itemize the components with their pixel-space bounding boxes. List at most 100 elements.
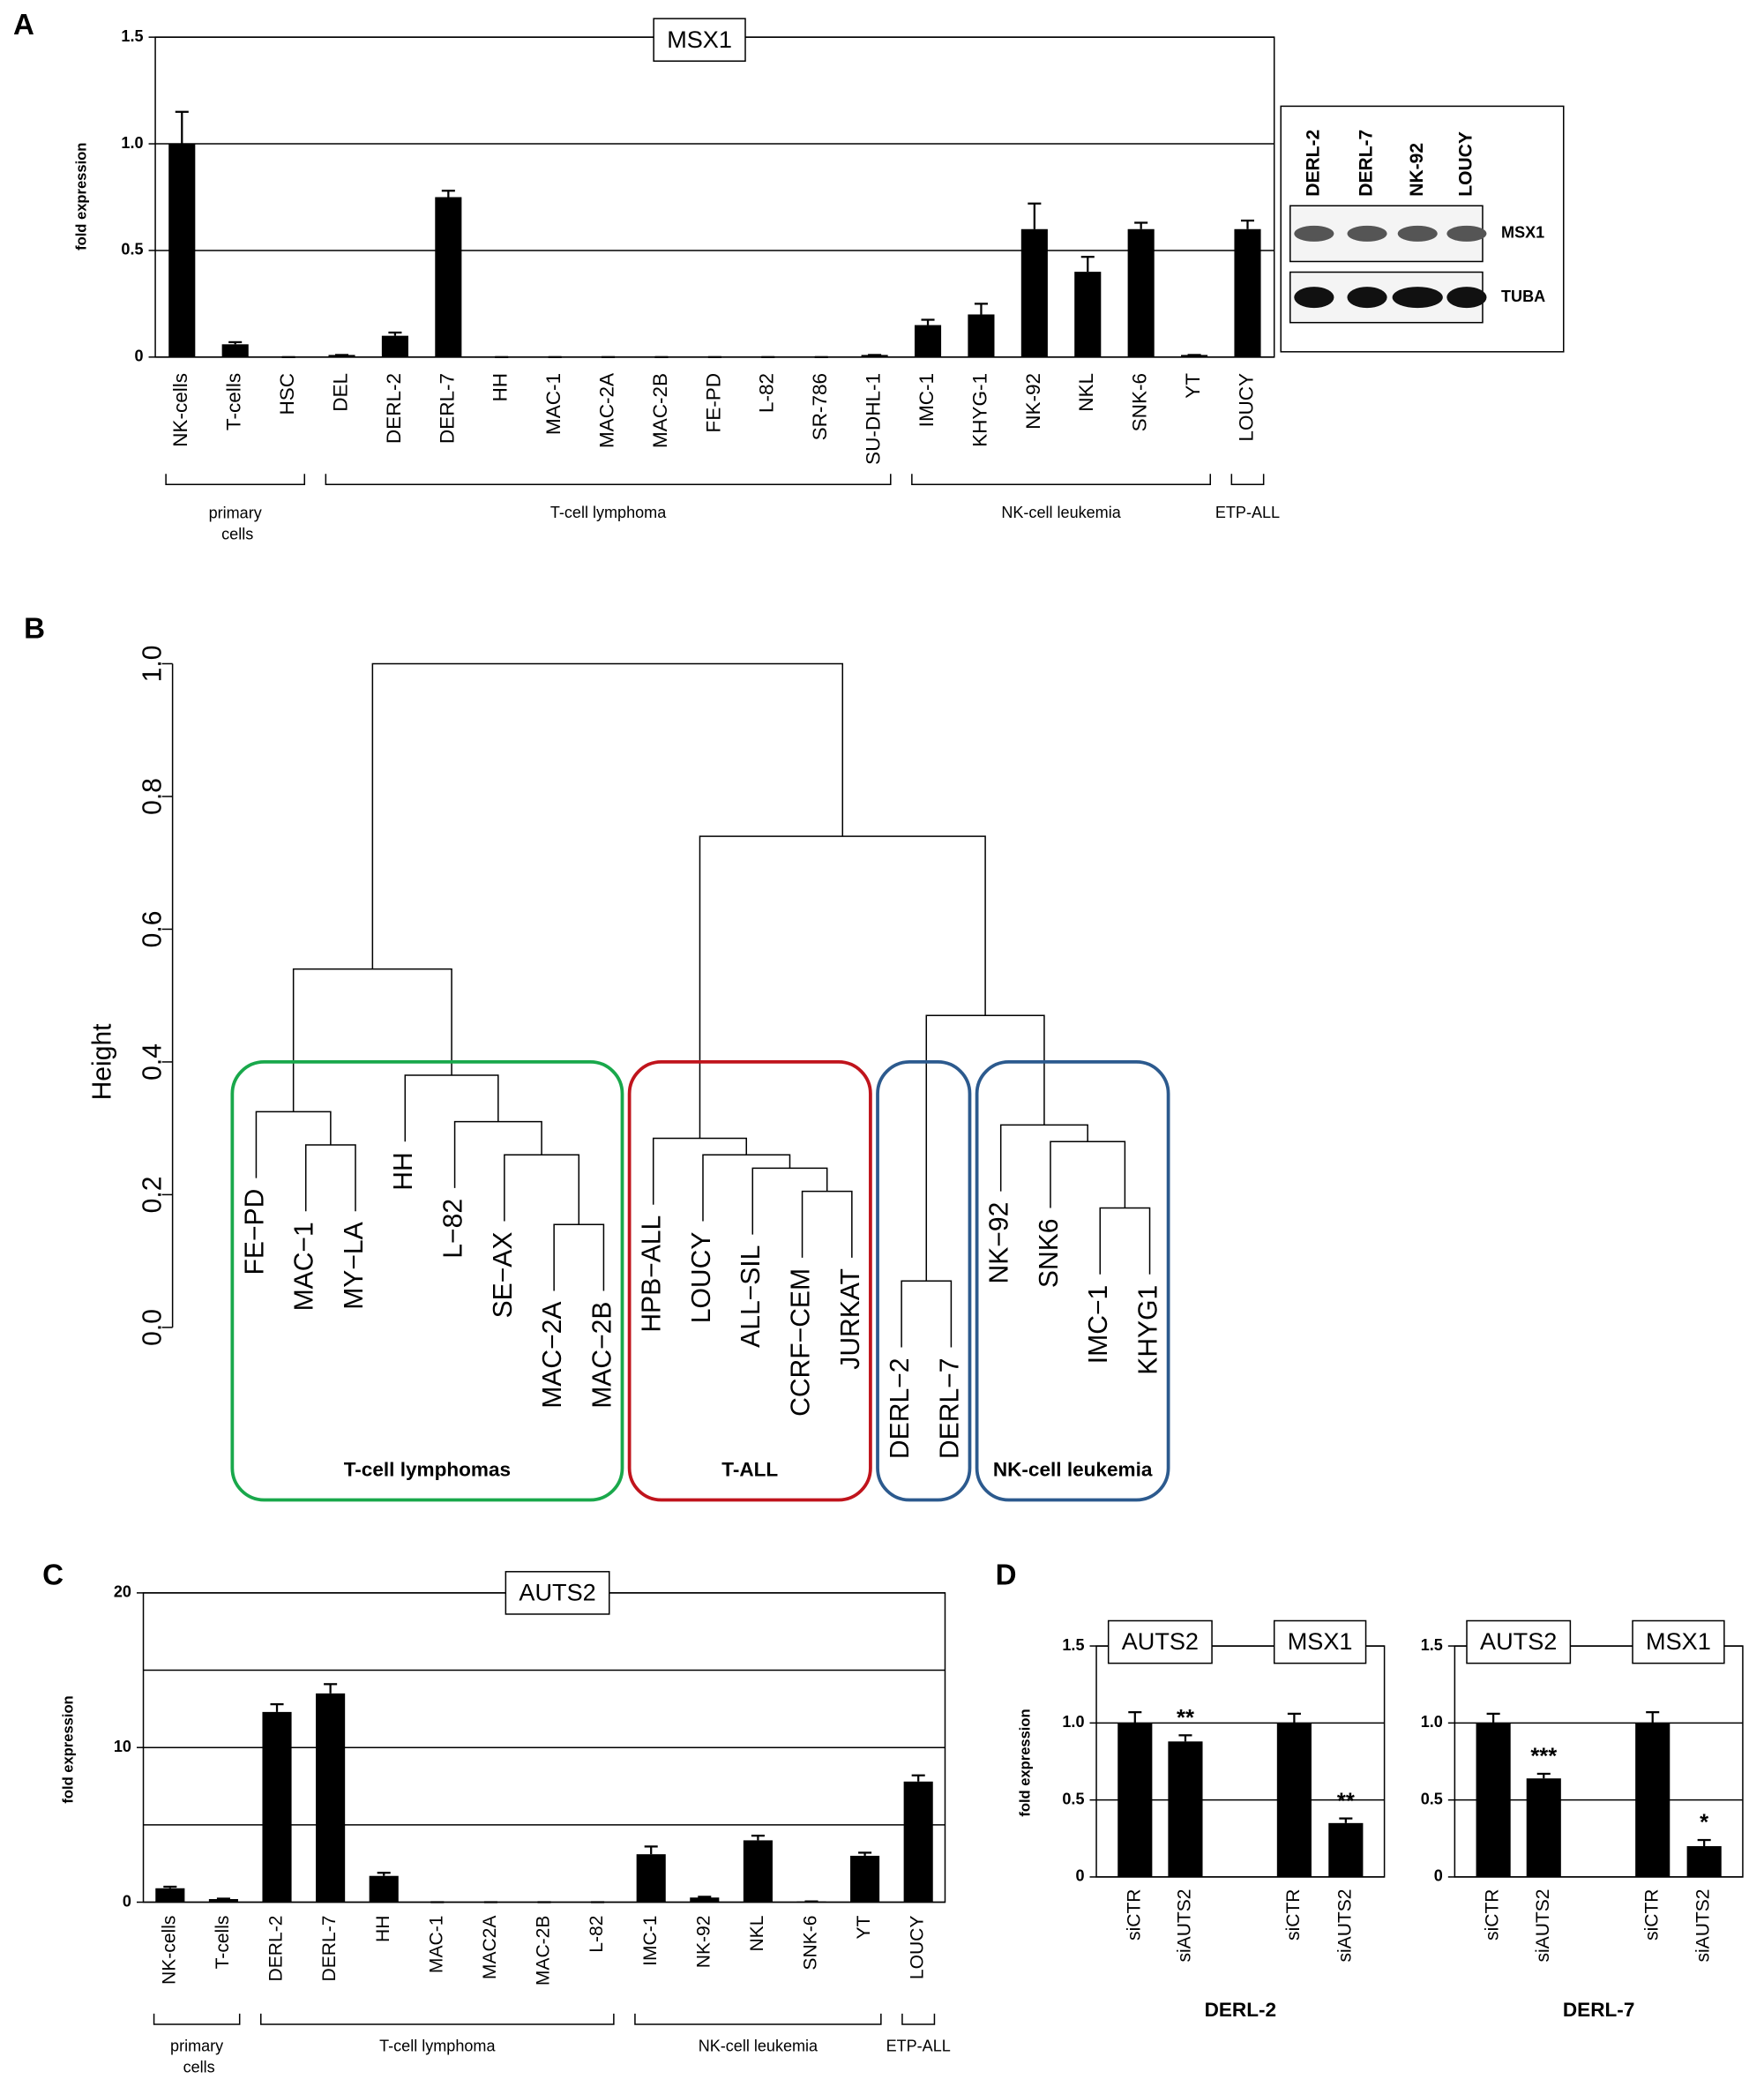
group-box (627, 1060, 872, 1502)
leaf-label: LOUCY (687, 1232, 716, 1324)
dendrogram-link (1099, 1207, 1151, 1275)
x-tick-label: siAUTS2 (1334, 1888, 1355, 1962)
x-tick-label: MAC-2A (596, 373, 618, 448)
dendrogram-link (553, 1223, 605, 1291)
x-tick-label: T-cells (213, 1916, 233, 1970)
dendrogram-link (292, 968, 452, 1112)
bar (1020, 228, 1048, 357)
blot-row-label: MSX1 (1501, 224, 1544, 242)
x-tick-label: NKL (747, 1916, 767, 1952)
leaf-label: MY−LA (340, 1222, 369, 1309)
group-label: primary cells (170, 2037, 223, 2075)
dendrogram-link (304, 1144, 356, 1212)
group-label: primary cells (209, 504, 262, 542)
bar (850, 1855, 880, 1903)
group-bracket (901, 2013, 936, 2025)
x-tick-label: siCTR (1483, 1888, 1503, 1940)
title-box (505, 1571, 610, 1615)
dendrogram-link (801, 1190, 853, 1258)
x-tick-label: KHYG-1 (968, 373, 990, 447)
x-tick-label: YT (1182, 373, 1204, 399)
x-tick-label: NK-cells (169, 373, 191, 447)
panel-label: C (42, 1559, 64, 1592)
x-tick-label: NKL (1075, 373, 1097, 412)
y-tick-label: 1.0 (1062, 1713, 1084, 1731)
bar (369, 1875, 399, 1903)
group-label: T-cell lymphoma (379, 2037, 496, 2054)
bar (636, 1854, 666, 1903)
group-box (876, 1060, 972, 1502)
x-tick-label: HH (373, 1916, 393, 1942)
blot-band (1446, 287, 1487, 309)
leaf-label: MAC−2A (538, 1302, 567, 1409)
bar (914, 325, 942, 357)
y-tick-label: 10 (114, 1738, 131, 1755)
y-tick-label: 1.0 (121, 134, 143, 152)
blot-band (1294, 287, 1334, 309)
bar (435, 197, 462, 357)
y-tick-label: 1.5 (121, 27, 143, 45)
x-tick-label: SNK-6 (801, 1916, 821, 1971)
dendrogram-link (504, 1154, 580, 1225)
leaf-label: MAC−2B (587, 1302, 617, 1409)
lane-label: DERL-2 (1303, 130, 1323, 197)
y-tick-label: 0 (134, 348, 143, 365)
leaf-label: NK−92 (985, 1202, 1014, 1284)
x-axis-label: DERL-2 (1205, 1999, 1276, 2021)
x-tick-label: NK-92 (693, 1916, 714, 1969)
group-label: T-cell lymphoma (550, 504, 667, 521)
bar (1686, 1846, 1722, 1877)
group-label: T-cell lymphomas (344, 1458, 511, 1480)
bar (1168, 1741, 1203, 1877)
x-tick-label: T-cells (223, 373, 245, 430)
bar (968, 314, 995, 357)
x-tick-label: siAUTS2 (1175, 1888, 1195, 1962)
y-tick-label: 0.5 (1421, 1790, 1443, 1807)
bar (208, 1899, 238, 1903)
y-tick-label: 1.0 (138, 646, 168, 683)
group-bracket (260, 2013, 615, 2025)
plot-frame (154, 36, 1275, 358)
x-tick-label: HSC (276, 373, 298, 415)
dendrogram-link (699, 835, 986, 1139)
bar (796, 1901, 826, 1903)
bar (1181, 355, 1208, 357)
group-box (975, 1060, 1170, 1502)
leaf-label: HPB−ALL (638, 1215, 667, 1333)
chart-title: AUTS2 (1122, 1627, 1199, 1655)
bar (690, 1897, 720, 1903)
blot-band (1446, 225, 1487, 242)
y-tick-label: 1.5 (1062, 1636, 1084, 1654)
bar (903, 1781, 933, 1903)
group-bracket (634, 2013, 882, 2025)
leaf-label: ALL−SIL (736, 1245, 766, 1348)
y-axis-label: fold expression (1017, 1709, 1034, 1816)
blot-band (1397, 225, 1438, 242)
dendrogram-link (371, 662, 844, 969)
x-tick-label: MAC-1 (542, 373, 564, 435)
x-tick-label: DERL-7 (319, 1916, 340, 1982)
blot-band (1392, 287, 1443, 309)
x-tick-label: DERL-7 (436, 373, 458, 444)
x-tick-label: LOUCY (908, 1916, 928, 1980)
bar (1127, 228, 1155, 357)
x-tick-label: SNK-6 (1129, 373, 1151, 431)
y-tick-label: 1.0 (1421, 1713, 1443, 1731)
y-tick-label: 0.5 (121, 241, 143, 258)
group-box (230, 1060, 624, 1502)
bar (155, 1888, 185, 1903)
x-tick-label: MAC2A (480, 1916, 500, 1980)
dendrogram-link (702, 1154, 791, 1222)
x-tick-label: L-82 (756, 373, 778, 413)
title-box (1107, 1619, 1213, 1664)
dendrogram-link (404, 1074, 499, 1142)
group-label: NK-cell leukemia (993, 1458, 1153, 1480)
lane-label: NK-92 (1407, 143, 1427, 197)
leaf-label: IMC−1 (1084, 1285, 1113, 1364)
title-box (1632, 1619, 1725, 1664)
group-label: NK-cell leukemia (1001, 504, 1121, 521)
dendrogram-link (999, 1124, 1088, 1192)
x-tick-label: FE-PD (702, 373, 724, 433)
x-tick-label: siCTR (1283, 1888, 1304, 1940)
